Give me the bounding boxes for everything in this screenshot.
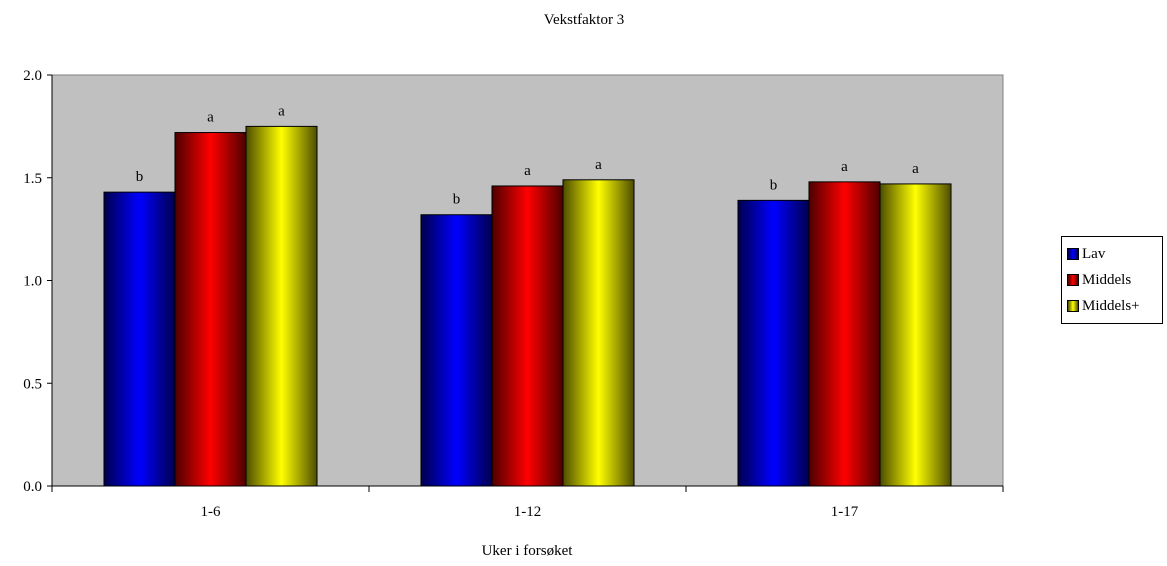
data-label: a [912, 161, 919, 177]
bar-middels-plus-1-6 [245, 125, 318, 487]
bar-lav-1-6 [103, 191, 176, 487]
x-tick-label: 1-12 [514, 504, 542, 520]
legend-label: Middels [1082, 271, 1132, 288]
bar-lav-1-17 [737, 199, 810, 487]
legend-item: Middels [1067, 267, 1162, 293]
x-tick-label: 1-17 [831, 504, 859, 520]
bar-middels-1-17 [808, 181, 881, 487]
bar-middels-1-6 [174, 132, 247, 487]
bar-middels-1-12 [491, 185, 564, 487]
legend-item: Lav [1067, 241, 1162, 267]
y-tick-label: 0.0 [23, 479, 42, 495]
x-tick-label: 1-6 [201, 504, 221, 520]
legend-swatch [1067, 300, 1079, 312]
y-tick-label: 0.5 [23, 376, 42, 392]
data-label: a [595, 157, 602, 173]
bar-middels-plus-1-17 [879, 183, 952, 487]
y-tick-label: 1.0 [23, 274, 42, 290]
data-label: a [841, 159, 848, 175]
data-label: b [770, 177, 778, 193]
data-label: b [136, 169, 144, 185]
legend-item: Middels+ [1067, 293, 1162, 319]
legend-label: Middels+ [1082, 297, 1140, 314]
legend-swatch [1067, 274, 1079, 286]
x-axis-label: Uker i forsøket [482, 543, 574, 559]
legend: Lav Middels Middels+ [1061, 236, 1163, 324]
data-label: b [453, 192, 461, 208]
data-label: a [524, 163, 531, 179]
y-tick-label: 1.5 [23, 171, 42, 187]
data-label: a [207, 110, 214, 126]
data-label: a [278, 103, 285, 119]
y-tick-label: 2.0 [23, 68, 42, 84]
bar-middels-plus-1-12 [562, 179, 635, 487]
bar-lav-1-12 [420, 214, 493, 487]
legend-swatch [1067, 248, 1079, 260]
legend-label: Lav [1082, 245, 1106, 262]
chart-title: Vekstfaktor 3 [544, 12, 624, 28]
